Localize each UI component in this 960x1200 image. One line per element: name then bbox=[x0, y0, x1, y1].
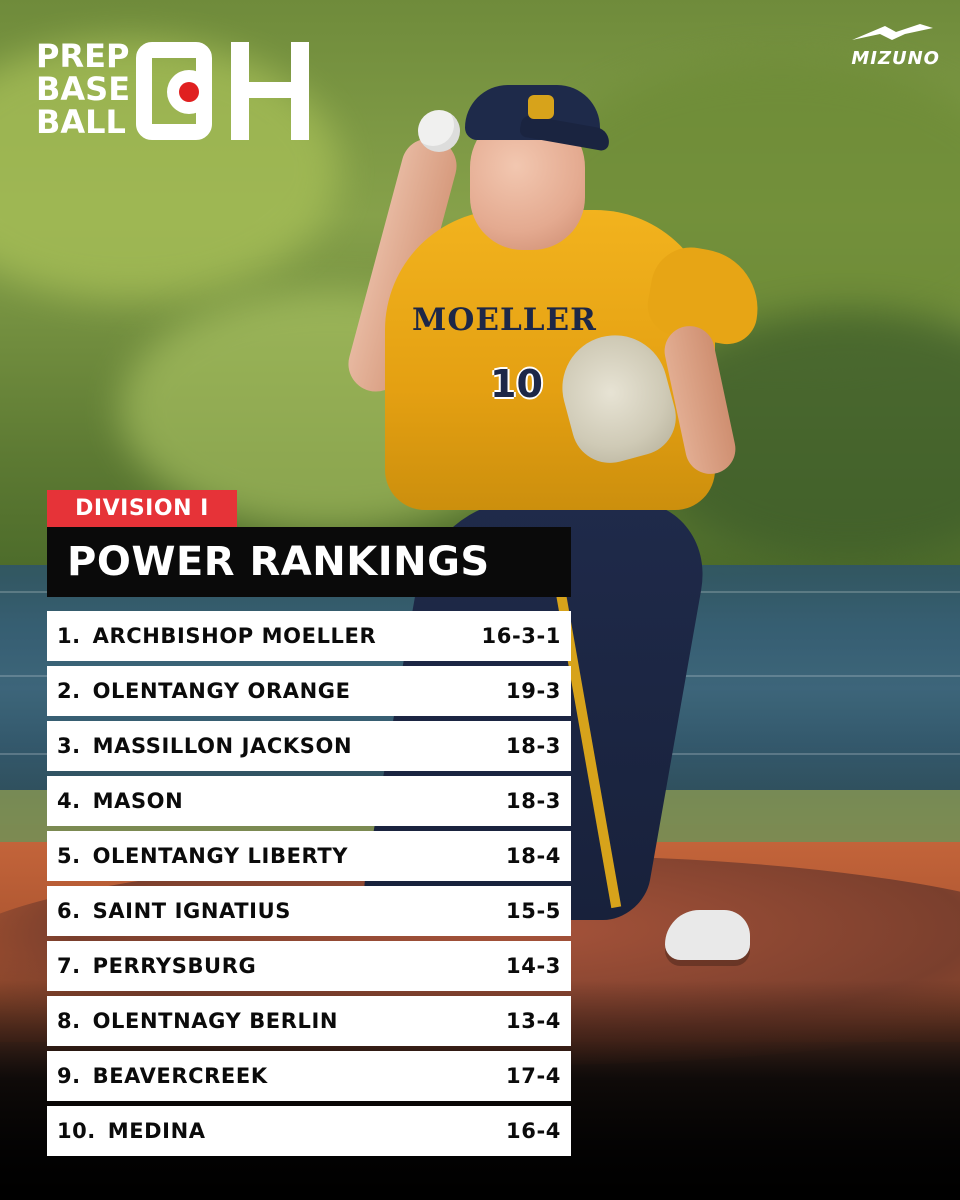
ranking-number: 5. bbox=[57, 844, 81, 868]
ranking-number: 1. bbox=[57, 624, 81, 648]
sponsor-name: MIZUNO bbox=[851, 48, 940, 69]
ranking-row: 1. ARCHBISHOP MOELLER 16-3-1 bbox=[47, 611, 571, 661]
logo-line: BALL bbox=[36, 103, 126, 141]
ranking-left: 1. ARCHBISHOP MOELLER bbox=[57, 624, 376, 648]
ranking-number: 7. bbox=[57, 954, 81, 978]
team-record: 19-3 bbox=[506, 679, 561, 703]
ranking-row: 9. BEAVERCREEK 17-4 bbox=[47, 1051, 571, 1101]
rankings-list: 1. ARCHBISHOP MOELLER 16-3-1 2. OLENTANG… bbox=[47, 611, 571, 1156]
team-name: PERRYSBURG bbox=[92, 954, 257, 978]
mizuno-runbird-icon bbox=[852, 24, 933, 40]
ranking-row: 6. SAINT IGNATIUS 15-5 bbox=[47, 886, 571, 936]
ranking-number: 4. bbox=[57, 789, 81, 813]
team-record: 18-3 bbox=[506, 734, 561, 758]
ranking-left: 6. SAINT IGNATIUS bbox=[57, 899, 291, 923]
logo-baseball-icon bbox=[167, 70, 211, 114]
ranking-row: 5. OLENTANGY LIBERTY 18-4 bbox=[47, 831, 571, 881]
team-name: BEAVERCREEK bbox=[92, 1064, 268, 1088]
ranking-left: 5. OLENTANGY LIBERTY bbox=[57, 844, 348, 868]
ranking-left: 4. MASON bbox=[57, 789, 183, 813]
mizuno-logo: MIZUNO bbox=[840, 22, 940, 72]
logo-letter-o bbox=[136, 42, 212, 140]
logo-wordmark: PREP BASE BALL bbox=[36, 40, 131, 139]
team-name: OLENTANGY LIBERTY bbox=[92, 844, 349, 868]
team-record: 15-5 bbox=[506, 899, 561, 923]
team-record: 17-4 bbox=[506, 1064, 561, 1088]
team-record: 16-4 bbox=[506, 1119, 561, 1143]
logo-h-mid bbox=[231, 82, 309, 98]
page-title: POWER RANKINGS bbox=[47, 527, 571, 597]
team-name: SAINT IGNATIUS bbox=[92, 899, 291, 923]
division-badge: DIVISION I bbox=[47, 490, 237, 527]
ranking-row: 3. MASSILLON JACKSON 18-3 bbox=[47, 721, 571, 771]
ranking-left: 2. OLENTANGY ORANGE bbox=[57, 679, 351, 703]
ranking-row: 10. MEDINA 16-4 bbox=[47, 1106, 571, 1156]
ranking-number: 9. bbox=[57, 1064, 81, 1088]
team-record: 18-4 bbox=[506, 844, 561, 868]
team-record: 14-3 bbox=[506, 954, 561, 978]
player-cleat bbox=[665, 910, 750, 960]
ranking-left: 9. BEAVERCREEK bbox=[57, 1064, 268, 1088]
cap-logo bbox=[528, 95, 554, 119]
ranking-row: 2. OLENTANGY ORANGE 19-3 bbox=[47, 666, 571, 716]
logo-line: BASE bbox=[36, 70, 131, 108]
team-name: OLENTANGY ORANGE bbox=[92, 679, 351, 703]
baseball bbox=[418, 110, 460, 152]
team-name: ARCHBISHOP MOELLER bbox=[92, 624, 377, 648]
logo-letter-h bbox=[231, 42, 309, 140]
ranking-number: 10. bbox=[57, 1119, 96, 1143]
team-name: MASSILLON JACKSON bbox=[92, 734, 353, 758]
pitcher-photo: MOELLER 10 bbox=[342, 80, 767, 980]
team-name: OLENTNAGY BERLIN bbox=[92, 1009, 339, 1033]
ranking-number: 3. bbox=[57, 734, 81, 758]
team-record: 16-3-1 bbox=[481, 624, 561, 648]
ranking-number: 6. bbox=[57, 899, 81, 923]
ranking-number: 2. bbox=[57, 679, 81, 703]
ranking-row: 7. PERRYSBURG 14-3 bbox=[47, 941, 571, 991]
jersey-number: 10 bbox=[490, 362, 543, 406]
team-record: 18-3 bbox=[506, 789, 561, 813]
ranking-left: 3. MASSILLON JACKSON bbox=[57, 734, 352, 758]
jersey-team-text: MOELLER bbox=[412, 302, 597, 338]
ranking-left: 8. OLENTNAGY BERLIN bbox=[57, 1009, 338, 1033]
ranking-left: 7. PERRYSBURG bbox=[57, 954, 256, 978]
prep-baseball-oh-logo: PREP BASE BALL bbox=[36, 40, 309, 145]
ranking-number: 8. bbox=[57, 1009, 81, 1033]
team-name: MASON bbox=[92, 789, 184, 813]
team-name: MEDINA bbox=[107, 1119, 206, 1143]
logo-line: PREP bbox=[36, 37, 130, 75]
ranking-row: 4. MASON 18-3 bbox=[47, 776, 571, 826]
ranking-left: 10. MEDINA bbox=[57, 1119, 206, 1143]
logo-oh-mark bbox=[136, 40, 311, 145]
logo-baseball-core bbox=[179, 82, 199, 102]
team-record: 13-4 bbox=[506, 1009, 561, 1033]
ranking-row: 8. OLENTNAGY BERLIN 13-4 bbox=[47, 996, 571, 1046]
